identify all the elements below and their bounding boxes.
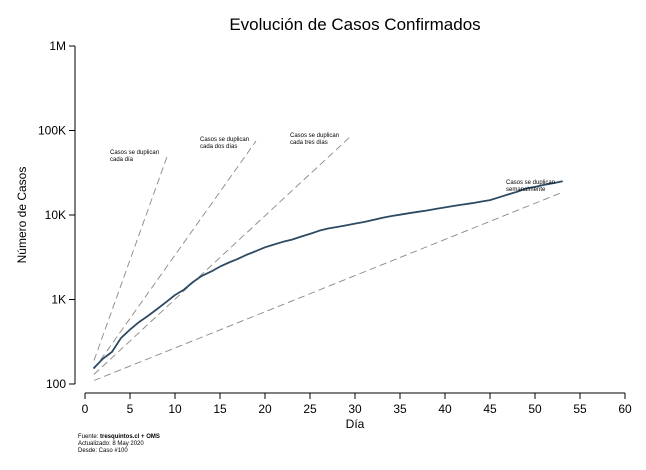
series-group [93,180,563,369]
reference-line-label: Casos se duplican semanalmente [506,180,555,193]
axes [74,46,625,394]
x-tick-label: 40 [438,402,452,416]
x-ticks: 0 5 10 15 20 25 30 35 40 45 50 55 60 [82,393,632,416]
x-tick-label: 55 [573,402,587,416]
reference-line [93,136,351,375]
series-line [93,180,563,369]
x-tick-label: 20 [258,402,272,416]
x-tick-label: 50 [528,402,542,416]
updated-line: Actualizado: 8 May 2020 [78,441,144,447]
x-tick-label: 45 [483,402,497,416]
source-prefix: Fuente: [78,434,101,440]
x-tick-label: 5 [127,402,134,416]
y-ticks: 100 1K 10K 100K 1M [38,39,75,391]
reference-line [93,154,169,361]
x-tick-label: 15 [213,402,227,416]
x-tick-label: 30 [348,402,362,416]
y-tick-label: 10K [45,208,66,222]
reference-line-label: Casos se duplican cada dos días [200,137,249,150]
source-note: Fuente: tresquintos.cl + OMS Actualizado… [78,434,160,455]
y-tick-label: 100K [38,124,66,138]
source-line: Fuente: tresquintos.cl + OMS [78,434,160,441]
x-tick-label: 25 [303,402,317,416]
y-tick-label: 100 [46,377,66,391]
annotations: Casos se duplican cada día Casos se duplic… [110,133,555,193]
y-tick-label: 1M [49,39,66,53]
x-tick-label: 0 [82,402,89,416]
reference-line-label: Casos se duplican cada tres días [290,133,339,146]
since-line: Desde: Caso #100 [78,448,128,454]
reference-line [93,192,563,381]
chart-title: Evolución de Casos Confirmados [229,15,480,34]
reference-line [93,140,257,370]
source-name: tresquintos.cl + OMS [100,434,160,440]
x-tick-label: 10 [168,402,182,416]
x-tick-label: 35 [393,402,407,416]
reference-lines [93,136,563,381]
x-axis-label: Día [346,417,365,431]
reference-line-label: Casos se duplican cada día [110,150,159,163]
x-tick-label: 60 [618,402,632,416]
y-axis-label: Número de Casos [15,167,29,264]
y-tick-label: 1K [51,293,66,307]
